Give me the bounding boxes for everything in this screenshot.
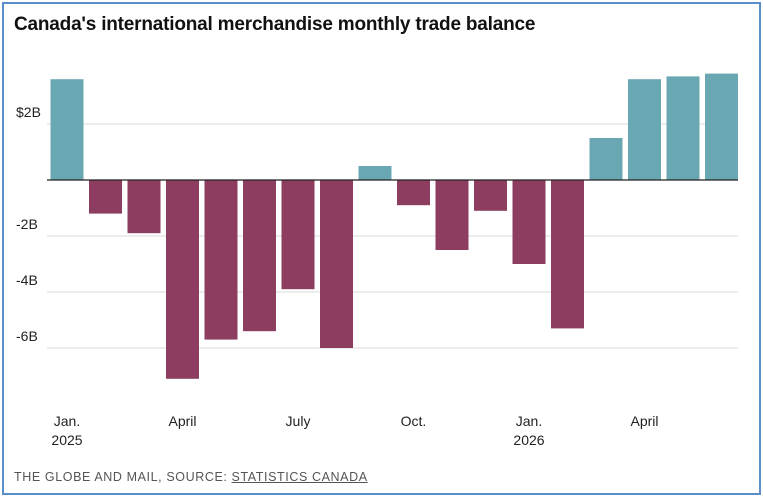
bar-2025-04 (166, 180, 199, 379)
bar-2025-03 (127, 180, 161, 234)
tick-labels: $2B -2B -4B -6B Jan. 2025 April July Oct. Jan. 202… (16, 104, 659, 448)
bar-2026-02 (551, 180, 584, 329)
publisher-name: THE GLOBE AND MAIL (14, 470, 159, 484)
x-tick-label: Jan. (516, 413, 542, 429)
bar-2025-06 (243, 180, 276, 332)
bar-2025-07 (281, 180, 315, 290)
bar-2026-06 (705, 73, 738, 180)
x-tick-label: April (168, 413, 196, 429)
gridlines (47, 123, 738, 349)
y-tick-label: -2B (16, 216, 38, 232)
source-footer: THE GLOBE AND MAIL, SOURCE: STATISTICS C… (14, 470, 368, 484)
bar-2025-09 (358, 166, 392, 180)
x-tick-label: Jan. (54, 413, 80, 429)
bar-2025-08 (320, 180, 353, 348)
bar-2026-03 (589, 138, 623, 180)
bar-2025-05 (204, 180, 238, 340)
bars (50, 73, 738, 379)
bar-2025-01 (50, 79, 84, 180)
chart-title: Canada's international merchandise month… (14, 14, 536, 35)
x-tick-label: April (630, 413, 658, 429)
x-tick-label: Oct. (401, 413, 427, 429)
bar-2026-01 (512, 180, 546, 264)
bar-2025-12 (474, 180, 507, 211)
x-tick-year-label: 2026 (513, 432, 544, 448)
y-tick-label: $2B (16, 104, 41, 120)
source-link[interactable]: STATISTICS CANADA (231, 470, 368, 484)
source-separator: , SOURCE: (158, 470, 232, 484)
bar-2025-02 (89, 180, 122, 214)
bar-2025-11 (435, 180, 469, 250)
bar-2026-05 (666, 76, 700, 180)
x-tick-label: July (286, 413, 311, 429)
y-tick-label: -6B (16, 328, 38, 344)
y-tick-label: -4B (16, 272, 38, 288)
bar-2026-04 (628, 79, 661, 180)
bar-2025-10 (397, 180, 430, 206)
x-tick-year-label: 2025 (51, 432, 82, 448)
